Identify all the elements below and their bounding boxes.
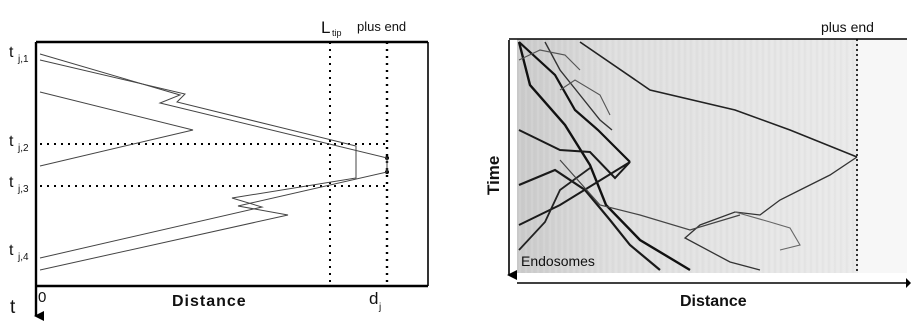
time-axis-label-left: t [10, 297, 16, 318]
distance-label-right: Distance [680, 293, 747, 310]
svg-text:j,3: j,3 [17, 184, 29, 195]
kymograph-panel: plus end Time Distance Endosomes [484, 19, 911, 310]
ltip-label: L tip [321, 18, 342, 38]
plus-end-label-left: plus end [357, 19, 406, 34]
time-marker-4: t j,4 [9, 242, 29, 263]
time-marker-1: t j,1 [9, 44, 29, 65]
svg-text:t: t [9, 174, 14, 191]
time-marker-3: t j,3 [9, 174, 29, 195]
plus-end-label-right: plus end [821, 19, 874, 35]
svg-text:j,1: j,1 [17, 54, 29, 65]
svg-text:j,4: j,4 [17, 252, 29, 263]
distance-label-left: Distance [172, 293, 247, 310]
trajectory-outer [39, 53, 388, 271]
schematic-panel: t j,1 t j,2 t j,3 t j,4 L tip plus end 0… [9, 18, 429, 321]
svg-text:tip: tip [332, 28, 342, 38]
kymograph-image [517, 39, 907, 273]
time-marker-2: t j,2 [9, 133, 29, 154]
distance-arrowhead [906, 278, 911, 288]
svg-text:t: t [9, 242, 14, 259]
endosomes-label: Endosomes [521, 253, 595, 269]
time-label-right: Time [484, 156, 503, 195]
svg-text:t: t [9, 133, 14, 150]
svg-text:L: L [321, 18, 330, 37]
svg-text:j: j [378, 302, 381, 313]
trajectory-inner [39, 59, 357, 259]
svg-text:d: d [369, 289, 378, 308]
svg-text:t: t [9, 44, 14, 61]
dj-label: d j [369, 289, 381, 313]
origin-label: 0 [38, 289, 46, 306]
trajectory-short [39, 91, 194, 167]
svg-text:j,2: j,2 [17, 143, 29, 154]
